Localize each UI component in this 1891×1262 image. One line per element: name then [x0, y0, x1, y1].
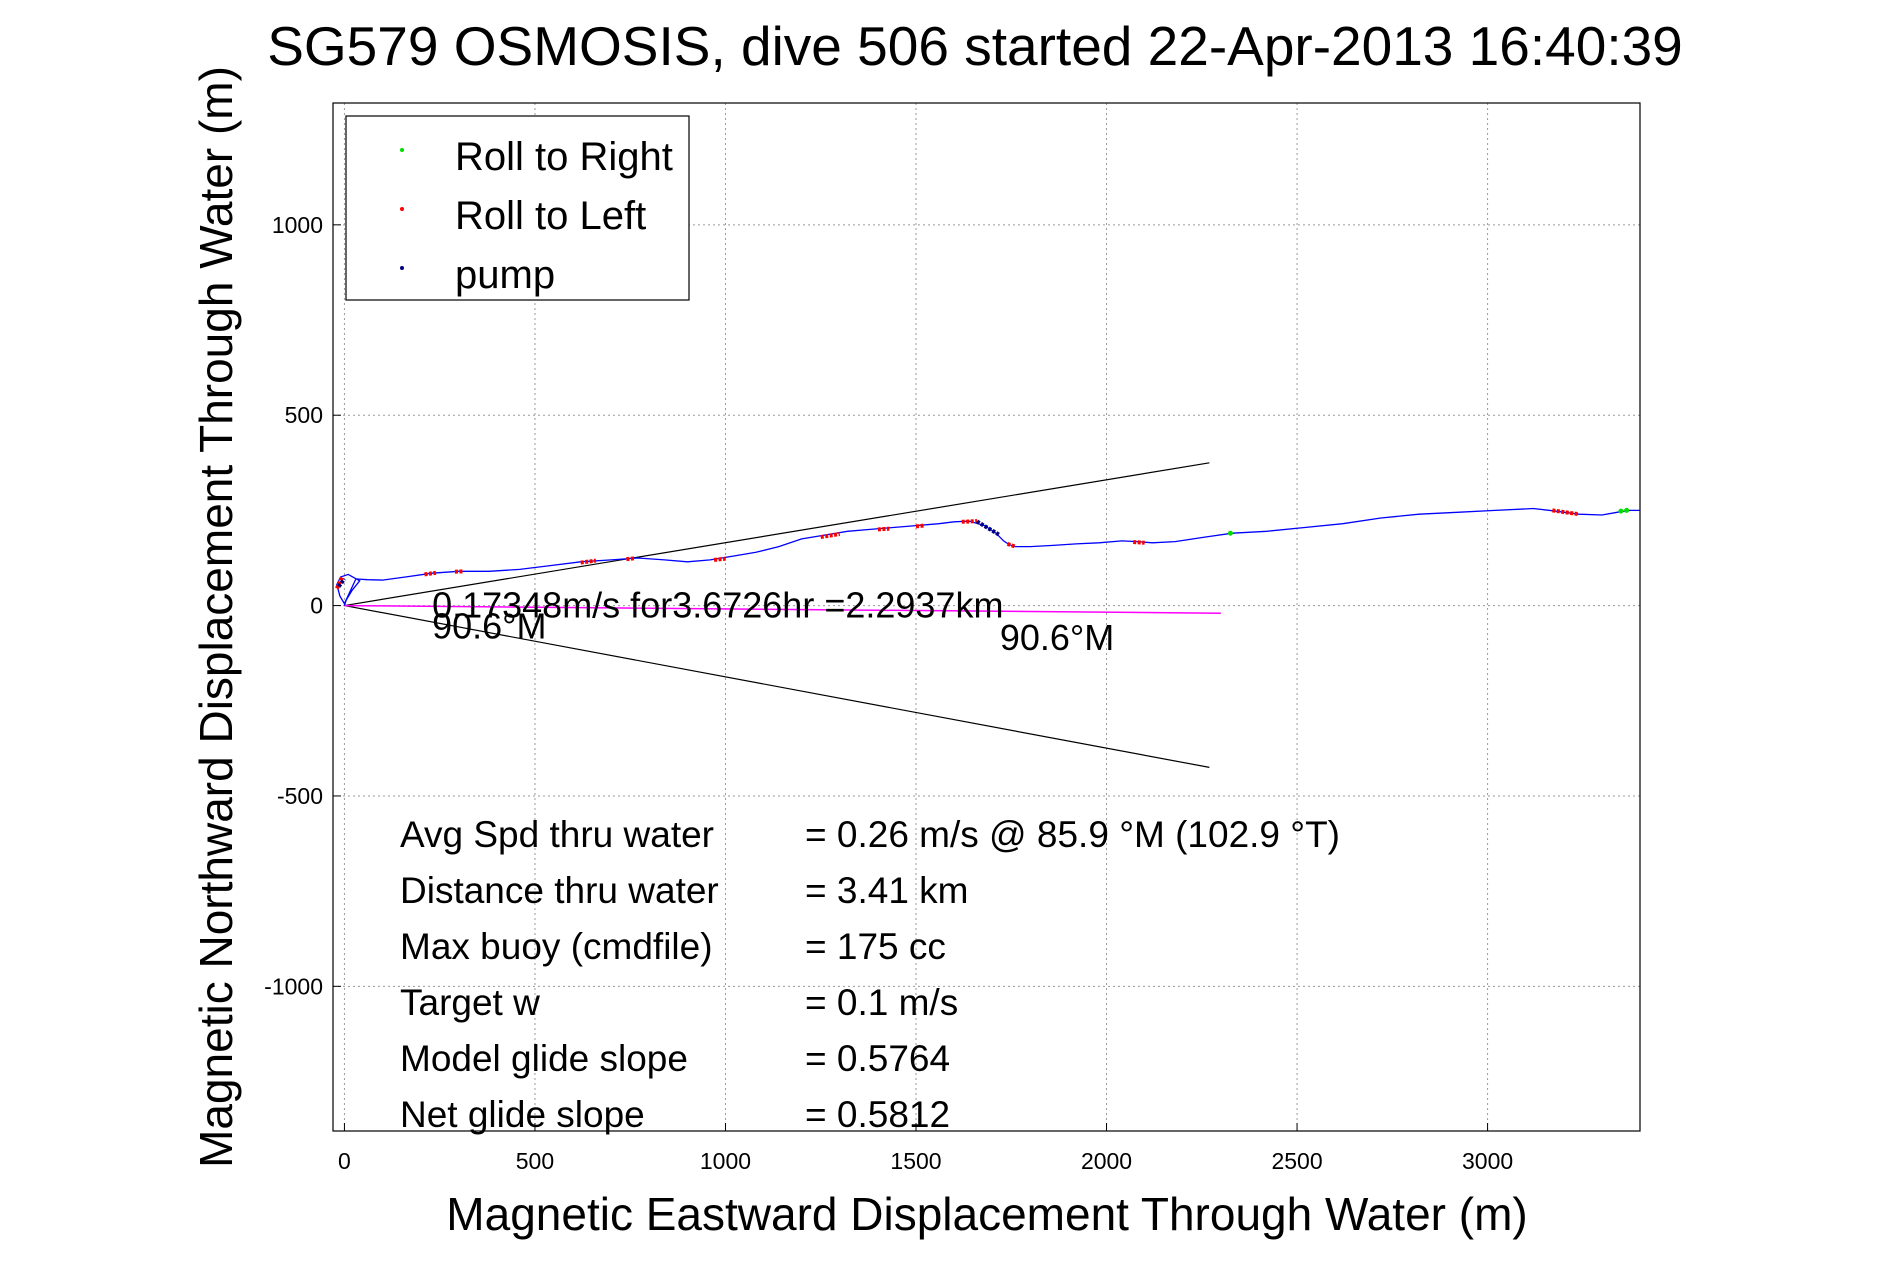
stat-label: Distance thru water: [400, 870, 719, 911]
cone-line-1: [344, 604, 1210, 768]
stat-label: Target w: [400, 982, 540, 1023]
roll-left-segment: [1006, 542, 1016, 549]
stat-label: Net glide slope: [400, 1094, 645, 1135]
roll-left-segment: [580, 558, 597, 565]
stat-value: = 175 cc: [805, 926, 946, 967]
x-tick-label: 2500: [1271, 1148, 1322, 1174]
x-tick-label: 2000: [1081, 1148, 1132, 1174]
roll-left-segment: [335, 576, 345, 590]
annotation-2: 90.6°M: [1000, 617, 1114, 658]
stat-value: = 3.41 km: [805, 870, 969, 911]
roll-left-segment: [626, 556, 635, 562]
stat-value: = 0.5812: [805, 1094, 950, 1135]
current-vector-line: [344, 604, 1221, 614]
y-tick-label: 0: [310, 593, 323, 619]
roll-right-point: [1227, 530, 1233, 536]
roll-right-point: [1624, 507, 1630, 513]
y-tick-label: 500: [285, 402, 323, 428]
legend-marker-pump: [400, 266, 404, 270]
stat-value: = 0.1 m/s: [805, 982, 958, 1023]
y-tick-label: -500: [277, 783, 323, 809]
legend-marker-roll-left: [400, 207, 404, 211]
pump-segment: [337, 577, 347, 588]
annotation-1: 90.6°M: [432, 606, 546, 647]
x-tick-label: 3000: [1462, 1148, 1513, 1174]
stat-value: = 0.26 m/s @ 85.9 °M (102.9 °T): [805, 814, 1340, 855]
roll-left-segment: [877, 526, 890, 532]
legend-label-roll-left: Roll to Left: [455, 194, 646, 238]
stats-block: Avg Spd thru water = 0.26 m/s @ 85.9 °M (…: [400, 814, 1340, 1135]
x-tick-label: 500: [516, 1148, 554, 1174]
y-tick-label: 1000: [272, 212, 323, 238]
roll-left-segment: [820, 532, 841, 540]
series-layer: [335, 462, 1640, 768]
roll-left-segment: [713, 556, 726, 562]
legend-label-pump: pump: [455, 253, 555, 297]
legend-marker-roll-right: [400, 148, 404, 152]
y-axis-label: Magnetic Northward Displacement Through …: [190, 66, 242, 1168]
annotation-0: 0.17348m/s for3.6726hr =2.2937km: [432, 585, 1003, 626]
stat-label: Model glide slope: [400, 1038, 688, 1079]
stat-label: Avg Spd thru water: [400, 814, 714, 855]
roll-right-point: [1618, 508, 1624, 514]
roll-left-segment: [915, 523, 924, 529]
stat-label: Max buoy (cmdfile): [400, 926, 713, 967]
x-tick-label: 1500: [890, 1148, 941, 1174]
roll-left-segment: [424, 570, 437, 577]
roll-left-segment: [961, 519, 978, 524]
plot-frame: [332, 102, 1641, 1132]
legend: Roll to Right Roll to Left pump: [345, 115, 690, 301]
cone-line-0: [344, 462, 1210, 607]
x-tick-label: 1000: [700, 1148, 751, 1174]
tick-labels: 0 500 1000 1500 2000 2500 3000 -1000 -500 0 500 100…: [264, 212, 1513, 1174]
x-axis-label: Magnetic Eastward Displacement Through W…: [446, 1188, 1527, 1240]
legend-label-roll-right: Roll to Right: [455, 135, 673, 179]
chart-title: SG579 OSMOSIS, dive 506 started 22-Apr-2…: [267, 15, 1683, 77]
roll-left-segment: [1133, 539, 1145, 545]
stat-value: = 0.5764: [805, 1038, 950, 1079]
x-tick-label: 0: [338, 1148, 351, 1174]
y-tick-label: -1000: [264, 973, 323, 999]
